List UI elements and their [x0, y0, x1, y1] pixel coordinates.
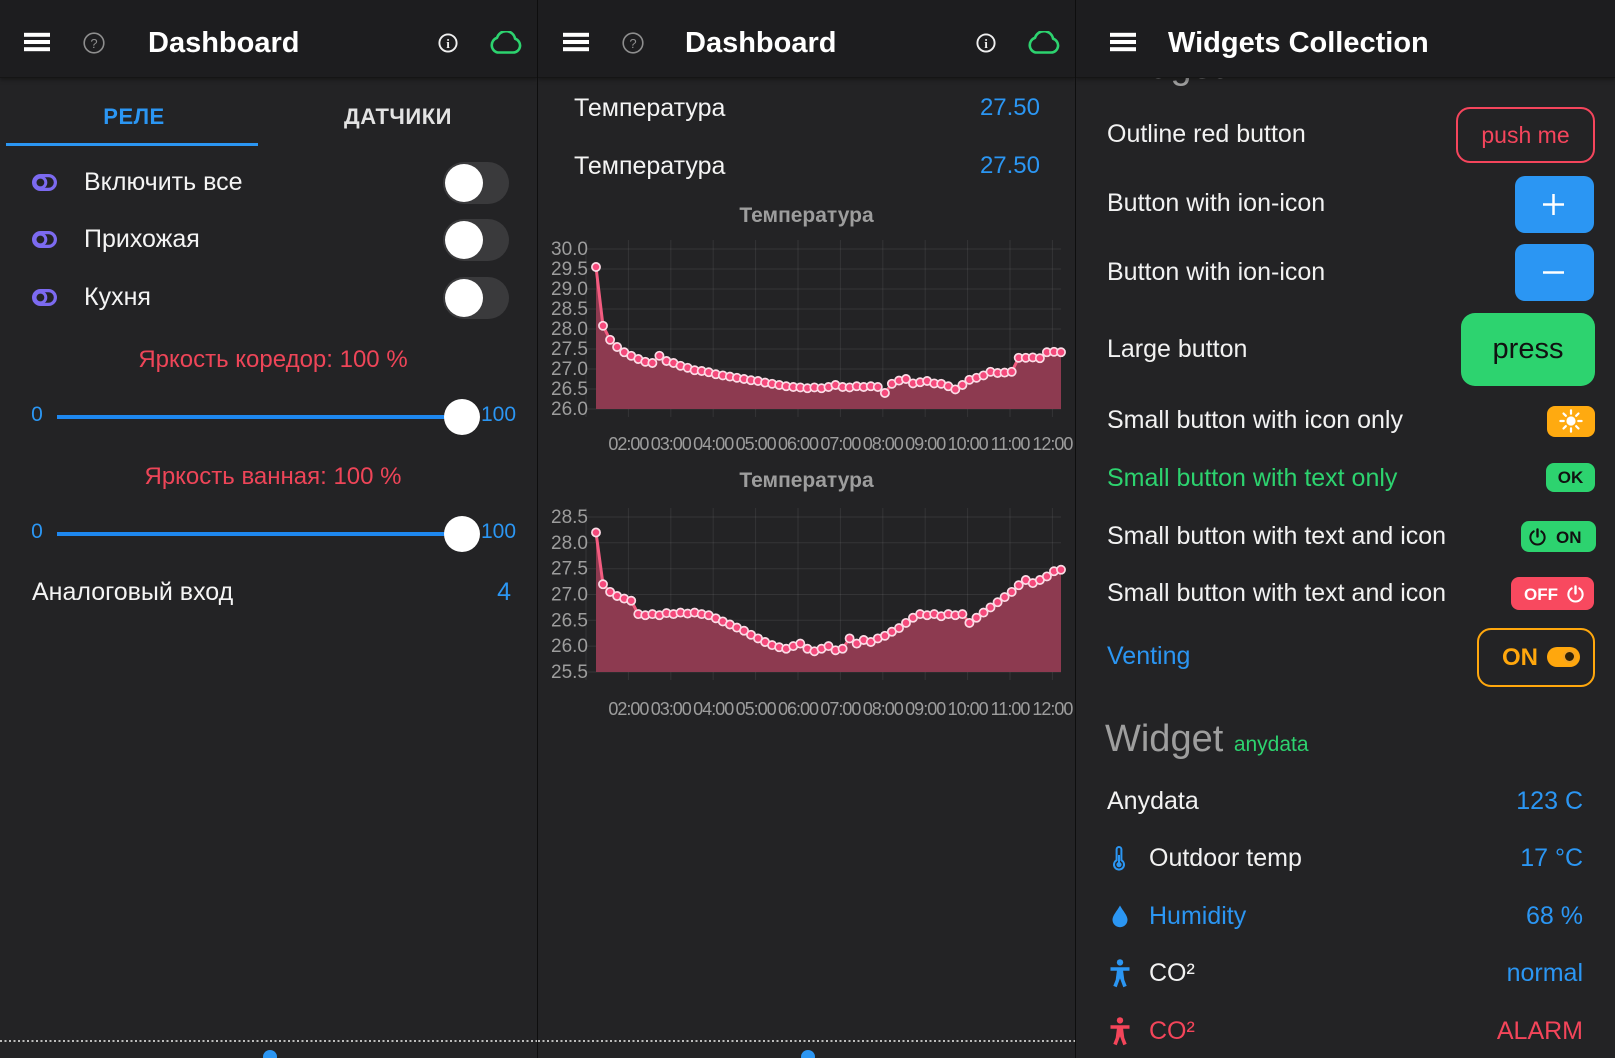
- svg-text:?: ?: [629, 36, 636, 51]
- svg-text:28.5: 28.5: [551, 507, 588, 528]
- svg-text:26.5: 26.5: [551, 610, 588, 631]
- svg-text:?: ?: [90, 36, 97, 51]
- svg-text:28.5: 28.5: [551, 299, 588, 320]
- svg-text:09:00: 09:00: [905, 699, 946, 719]
- svg-text:26.0: 26.0: [551, 636, 588, 657]
- svg-text:08:00: 08:00: [863, 434, 904, 454]
- svg-text:27.0: 27.0: [551, 359, 588, 380]
- svg-text:02:00: 02:00: [608, 699, 649, 719]
- svg-text:28.0: 28.0: [551, 533, 588, 554]
- svg-text:02:00: 02:00: [608, 434, 649, 454]
- svg-text:12:00: 12:00: [1032, 434, 1073, 454]
- svg-text:26.5: 26.5: [551, 379, 588, 400]
- svg-text:09:00: 09:00: [905, 434, 946, 454]
- svg-text:27.0: 27.0: [551, 585, 588, 606]
- svg-text:11:00: 11:00: [991, 699, 1031, 719]
- svg-text:04:00: 04:00: [693, 434, 734, 454]
- svg-text:i: i: [984, 36, 988, 51]
- svg-text:30.0: 30.0: [551, 239, 588, 260]
- svg-text:05:00: 05:00: [736, 699, 777, 719]
- svg-text:27.5: 27.5: [551, 339, 588, 360]
- svg-text:27.5: 27.5: [551, 559, 588, 580]
- svg-text:29.0: 29.0: [551, 279, 588, 300]
- svg-text:29.5: 29.5: [551, 259, 588, 280]
- svg-text:28.0: 28.0: [551, 319, 588, 340]
- svg-text:12:00: 12:00: [1032, 699, 1073, 719]
- svg-text:08:00: 08:00: [863, 699, 904, 719]
- svg-text:25.5: 25.5: [551, 662, 588, 683]
- svg-text:07:00: 07:00: [820, 434, 861, 454]
- svg-text:04:00: 04:00: [693, 699, 734, 719]
- svg-text:06:00: 06:00: [778, 434, 819, 454]
- svg-text:05:00: 05:00: [736, 434, 777, 454]
- svg-text:03:00: 03:00: [651, 434, 692, 454]
- svg-text:26.0: 26.0: [551, 399, 588, 420]
- svg-text:03:00: 03:00: [651, 699, 692, 719]
- svg-text:06:00: 06:00: [778, 699, 819, 719]
- svg-text:10:00: 10:00: [948, 699, 989, 719]
- svg-text:07:00: 07:00: [820, 699, 861, 719]
- svg-text:11:00: 11:00: [991, 434, 1031, 454]
- svg-text:i: i: [446, 36, 450, 51]
- svg-text:10:00: 10:00: [948, 434, 989, 454]
